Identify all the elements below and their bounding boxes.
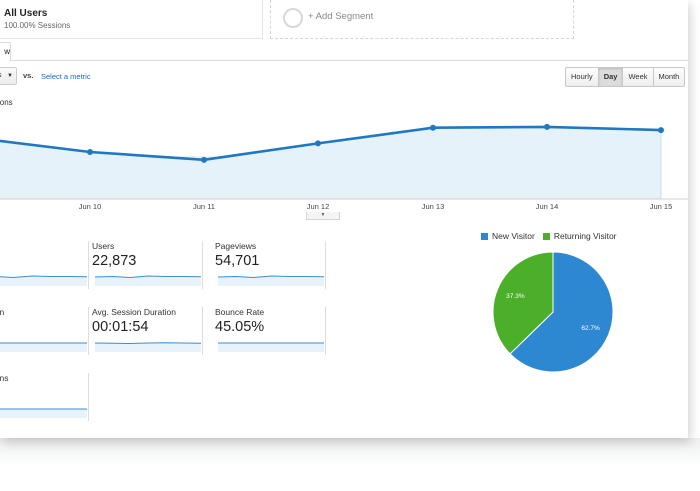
metric-tile-value: 45.05% (215, 319, 265, 335)
x-tick-label: Jun 15 (650, 202, 673, 211)
select-metric-link[interactable]: Select a metric (41, 72, 91, 81)
pie-legend: New Visitor Returning Visitor (481, 231, 625, 241)
metric-tile-value: 54,701 (215, 253, 260, 269)
x-tick-label: Jun 12 (307, 202, 330, 211)
metric-sparkline (94, 275, 202, 286)
metric-tile[interactable]: Sessions4% (0, 373, 89, 421)
add-segment-label: + Add Segment (308, 11, 374, 22)
metric-sparkline (0, 342, 87, 352)
pie-slice-returning-visitor[interactable] (492, 251, 554, 355)
metric-tile[interactable]: s84 (0, 241, 89, 289)
pie-slice-label: 62.7% (581, 325, 600, 332)
sparkline-area (95, 276, 201, 286)
chart-metric-label: ions (0, 98, 13, 107)
sparkline-line (94, 275, 202, 279)
sparkline-area (0, 276, 87, 286)
vs-label: vs. (23, 71, 34, 80)
metric-tile-label: Bounce Rate (215, 307, 265, 317)
data-point-jun-12[interactable] (315, 140, 321, 147)
data-point-jun-15[interactable] (658, 127, 664, 134)
metric-tile-label: Pageviews (215, 241, 257, 251)
metric-tile-value: 00:01:54 (92, 319, 149, 335)
add-segment-circle-icon (283, 8, 303, 28)
x-tick-label: Jun 10 (79, 202, 102, 211)
range-month-button[interactable]: Month (652, 67, 686, 87)
metric-tile[interactable]: Session (0, 307, 89, 355)
metric-sparkline (0, 275, 88, 286)
metric-sparkline (218, 342, 324, 352)
x-tick-label: Jun 11 (193, 202, 215, 211)
chevron-down-icon: ▼ (7, 73, 13, 79)
metric-tile[interactable]: Bounce Rate 45.05% (211, 307, 326, 355)
legend-returning-visitor: Returning Visitor (542, 231, 617, 241)
sparkline-area (0, 343, 87, 352)
range-day-button[interactable]: Day (597, 67, 624, 87)
sparkline-area (218, 343, 324, 352)
report-card: All Users 100.00% Sessions + Add Segment… (0, 0, 688, 421)
legend-new-visitor: New Visitor (481, 231, 535, 241)
metric-tile-label: Session (0, 307, 5, 317)
data-point-jun-13[interactable] (430, 124, 436, 131)
segment-title: All Users (4, 8, 48, 19)
metric-tile[interactable]: Users 22,873 (88, 241, 203, 289)
metric-tile[interactable]: Pageviews 54,701 (211, 241, 326, 289)
legend-label-new-visitor: New Visitor (492, 231, 535, 241)
time-range-group: Hourly Day Week Month (565, 67, 686, 87)
x-tick-label: Jun 13 (422, 202, 445, 211)
pie-slice-label: 37.3% (506, 293, 525, 300)
add-segment-button[interactable]: + Add Segment (270, 0, 574, 39)
page-shadow (0, 438, 700, 491)
data-point-jun-10[interactable] (87, 149, 93, 155)
x-tick-label: Jun 14 (536, 202, 559, 211)
visitor-pie-chart: 62.7% 37.3% (492, 251, 614, 373)
metric-tile-label: Users (92, 241, 115, 251)
pie-slice-new-visitor[interactable] (509, 251, 614, 373)
metric-sparkline (0, 408, 87, 418)
metric-dropdown-value: s (0, 72, 2, 79)
metric-dropdown[interactable]: s ▼ (0, 67, 17, 85)
chart-area-fill (0, 126, 661, 199)
range-hourly-button[interactable]: Hourly (565, 67, 599, 87)
data-point-jun-11[interactable] (201, 156, 207, 163)
metric-tile-label: Sessions (0, 373, 9, 383)
metric-tile[interactable]: Avg. Session Duration 00:01:54 (88, 307, 203, 355)
metric-sparkline (94, 342, 202, 352)
tab-overview[interactable]: w (0, 42, 11, 62)
sparkline-line (217, 275, 325, 279)
data-point-jun-14[interactable] (544, 123, 550, 130)
tab-strip: w (0, 40, 688, 62)
metric-sparkline (217, 275, 325, 286)
sparkline-line (94, 342, 202, 345)
sparkline-area (95, 342, 201, 352)
sessions-line-chart: Jun 10 Jun 11 Jun 12 Jun 13 Jun 14 Jun 15 (0, 123, 688, 211)
legend-swatch-returning-visitor (542, 232, 550, 240)
metric-tile-label: Avg. Session Duration (92, 307, 176, 317)
sparkline-area (218, 276, 324, 286)
collapse-chart-toggle[interactable]: ▼ (306, 212, 340, 220)
segment-subtitle: 100.00% Sessions (4, 21, 71, 30)
legend-swatch-new-visitor (481, 232, 488, 240)
segment-all-users[interactable]: All Users 100.00% Sessions (0, 0, 263, 39)
range-week-button[interactable]: Week (622, 67, 654, 87)
legend-label-returning-visitor: Returning Visitor (553, 231, 617, 241)
sparkline-line (0, 275, 88, 279)
sparkline-area (0, 409, 87, 418)
metric-tile-value: 22,873 (92, 253, 137, 269)
